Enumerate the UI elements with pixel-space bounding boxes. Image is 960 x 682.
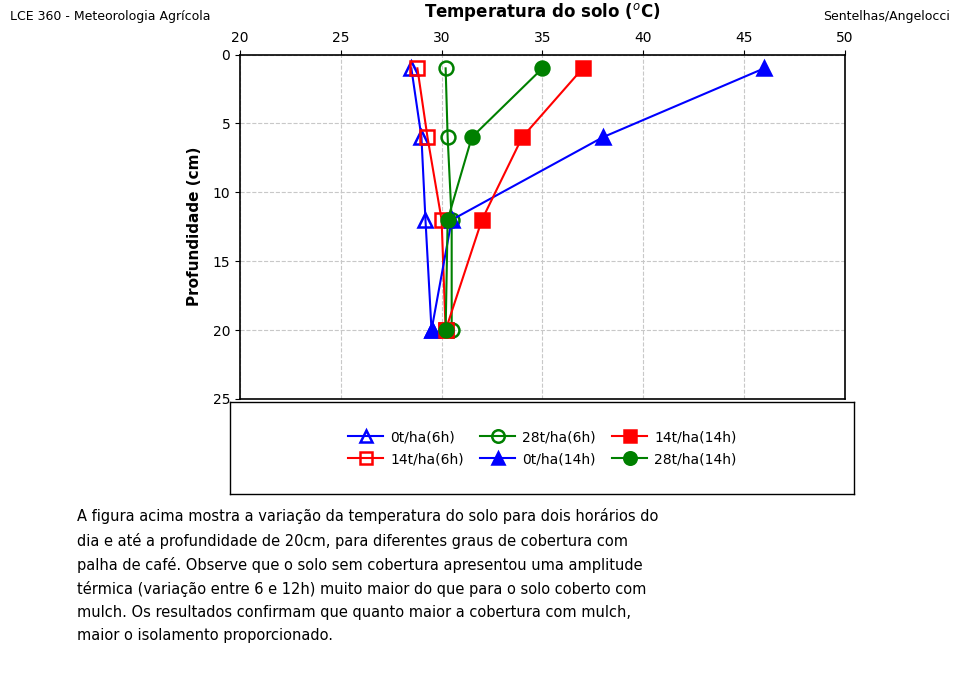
X-axis label: Temperatura do solo ($^o$C): Temperatura do solo ($^o$C) [424,1,660,23]
Text: LCE 360 - Meteorologia Agrícola: LCE 360 - Meteorologia Agrícola [10,10,210,23]
Legend: 0t/ha(6h), 14t/ha(6h), 28t/ha(6h), 0t/ha(14h), 14t/ha(14h), 28t/ha(14h): 0t/ha(6h), 14t/ha(6h), 28t/ha(6h), 0t/ha… [337,419,748,478]
Text: Sentelhas/Angelocci: Sentelhas/Angelocci [824,10,950,23]
Y-axis label: Profundidade (cm): Profundidade (cm) [186,147,202,306]
Text: A figura acima mostra a variação da temperatura do solo para dois horários do
di: A figura acima mostra a variação da temp… [77,508,659,643]
